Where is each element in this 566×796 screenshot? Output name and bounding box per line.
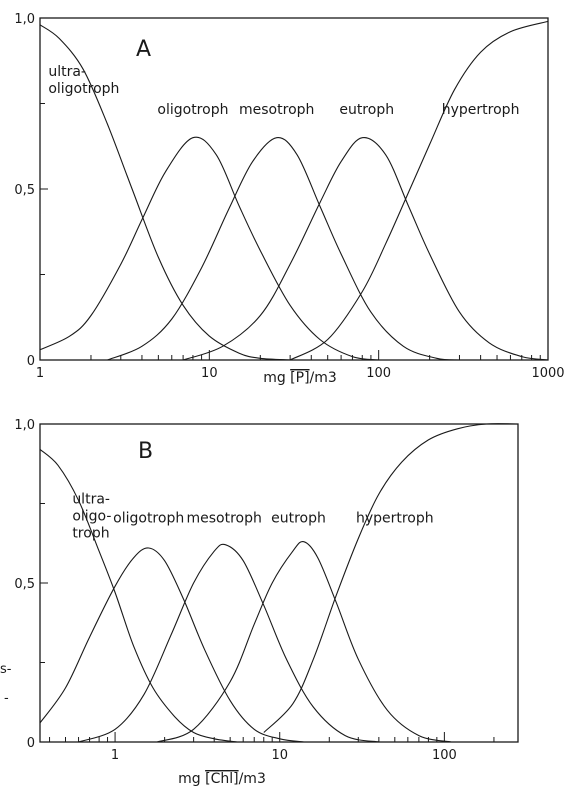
plot-frame — [39, 17, 549, 361]
x-tick-label: 1 — [111, 748, 119, 763]
series-line-eutroph — [182, 137, 549, 361]
y-tick-label: 0,5 — [14, 183, 35, 198]
y-tick-label: 0 — [27, 736, 35, 751]
y-tick-label: 1,0 — [14, 418, 35, 433]
x-axis-label: mg [Chl]/m3 — [178, 771, 266, 787]
series-label: mesotroph — [187, 511, 262, 527]
panel-letter: B — [138, 439, 153, 464]
series-line-mesotroph — [107, 137, 460, 361]
margin-fragment-2: - — [4, 691, 9, 706]
x-tick-label: 10 — [201, 366, 218, 381]
x-axis-label: mg [P]/m3 — [263, 370, 337, 386]
series-line-hypertroph — [263, 423, 519, 733]
series-label: hypertroph — [356, 511, 434, 527]
series-label: oligotroph — [113, 511, 184, 527]
series-label: hypertroph — [442, 102, 520, 118]
series-line-hypertroph — [289, 20, 549, 361]
series-line-ultra-oligo-troph — [39, 448, 238, 743]
series-label: eutroph — [271, 511, 326, 527]
x-tick-label: 1000 — [531, 366, 564, 381]
series-line-ultra-oligotroph — [39, 24, 291, 361]
series-label: eutroph — [339, 102, 394, 118]
panel-letter: A — [136, 37, 151, 62]
series-label: oligotroph — [157, 102, 228, 118]
panel-b-chlorophyll: 1 10 100 0 0,5 1,0 ultra-oligo-tropholigotroph… — [14, 418, 519, 787]
x-tick-label: 1 — [36, 366, 44, 381]
y-tick-label: 0,5 — [14, 577, 35, 592]
x-tick-label: 10 — [271, 748, 288, 763]
x-tick-label: 100 — [432, 748, 457, 763]
series-label: ultra-oligo-troph — [72, 492, 111, 542]
margin-fragment-1: s- — [0, 662, 12, 677]
y-tick-label: 1,0 — [14, 12, 35, 27]
panel-a-phosphorus: 1 10 100 1000 0 0,5 1,0 ultra-oligotroph oligotr… — [14, 12, 564, 386]
series-label: mesotroph — [239, 102, 314, 118]
series-line-eutroph — [156, 540, 452, 743]
series-label: ultra-oligotroph — [48, 64, 119, 97]
x-tick-label: 100 — [366, 366, 391, 381]
series-line-oligotroph — [39, 547, 304, 743]
series-line-oligotroph — [39, 136, 379, 361]
series-line-mesotroph — [78, 543, 380, 743]
y-tick-label: 0 — [27, 354, 35, 369]
